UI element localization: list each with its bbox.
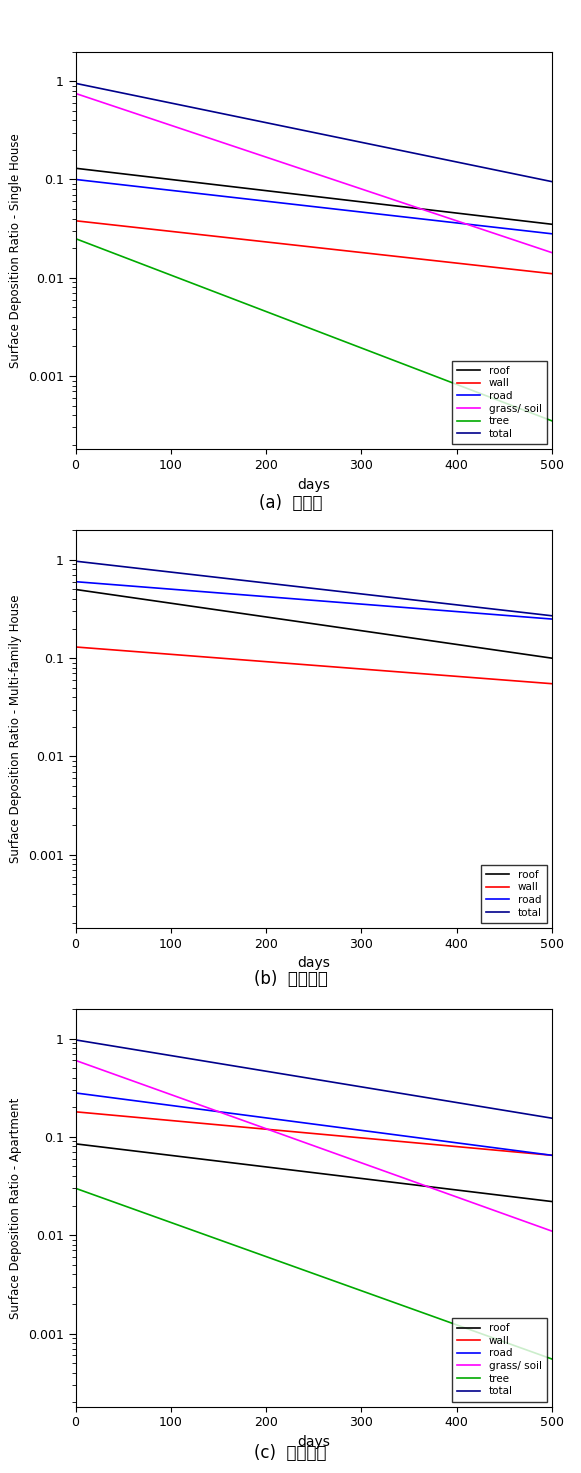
Text: (a)  아파트: (a) 아파트 — [259, 493, 322, 513]
Legend: roof, wall, road, total: roof, wall, road, total — [481, 865, 547, 922]
Legend: roof, wall, road, grass/ soil, tree, total: roof, wall, road, grass/ soil, tree, tot… — [452, 361, 547, 443]
Text: (c)  단독주택: (c) 단독주택 — [254, 1444, 327, 1463]
X-axis label: days: days — [297, 956, 330, 971]
Y-axis label: Surface Deposition Ratio - Multi-family House: Surface Deposition Ratio - Multi-family … — [9, 595, 22, 863]
X-axis label: days: days — [297, 1435, 330, 1449]
X-axis label: days: days — [297, 477, 330, 492]
Y-axis label: Surface Deposition Ratio - Apartment: Surface Deposition Ratio - Apartment — [9, 1097, 22, 1318]
Text: (b)  공동주택: (b) 공동주택 — [253, 969, 328, 988]
Y-axis label: Surface Deposition Ratio - Single House: Surface Deposition Ratio - Single House — [9, 133, 22, 368]
Legend: roof, wall, road, grass/ soil, tree, total: roof, wall, road, grass/ soil, tree, tot… — [452, 1318, 547, 1401]
